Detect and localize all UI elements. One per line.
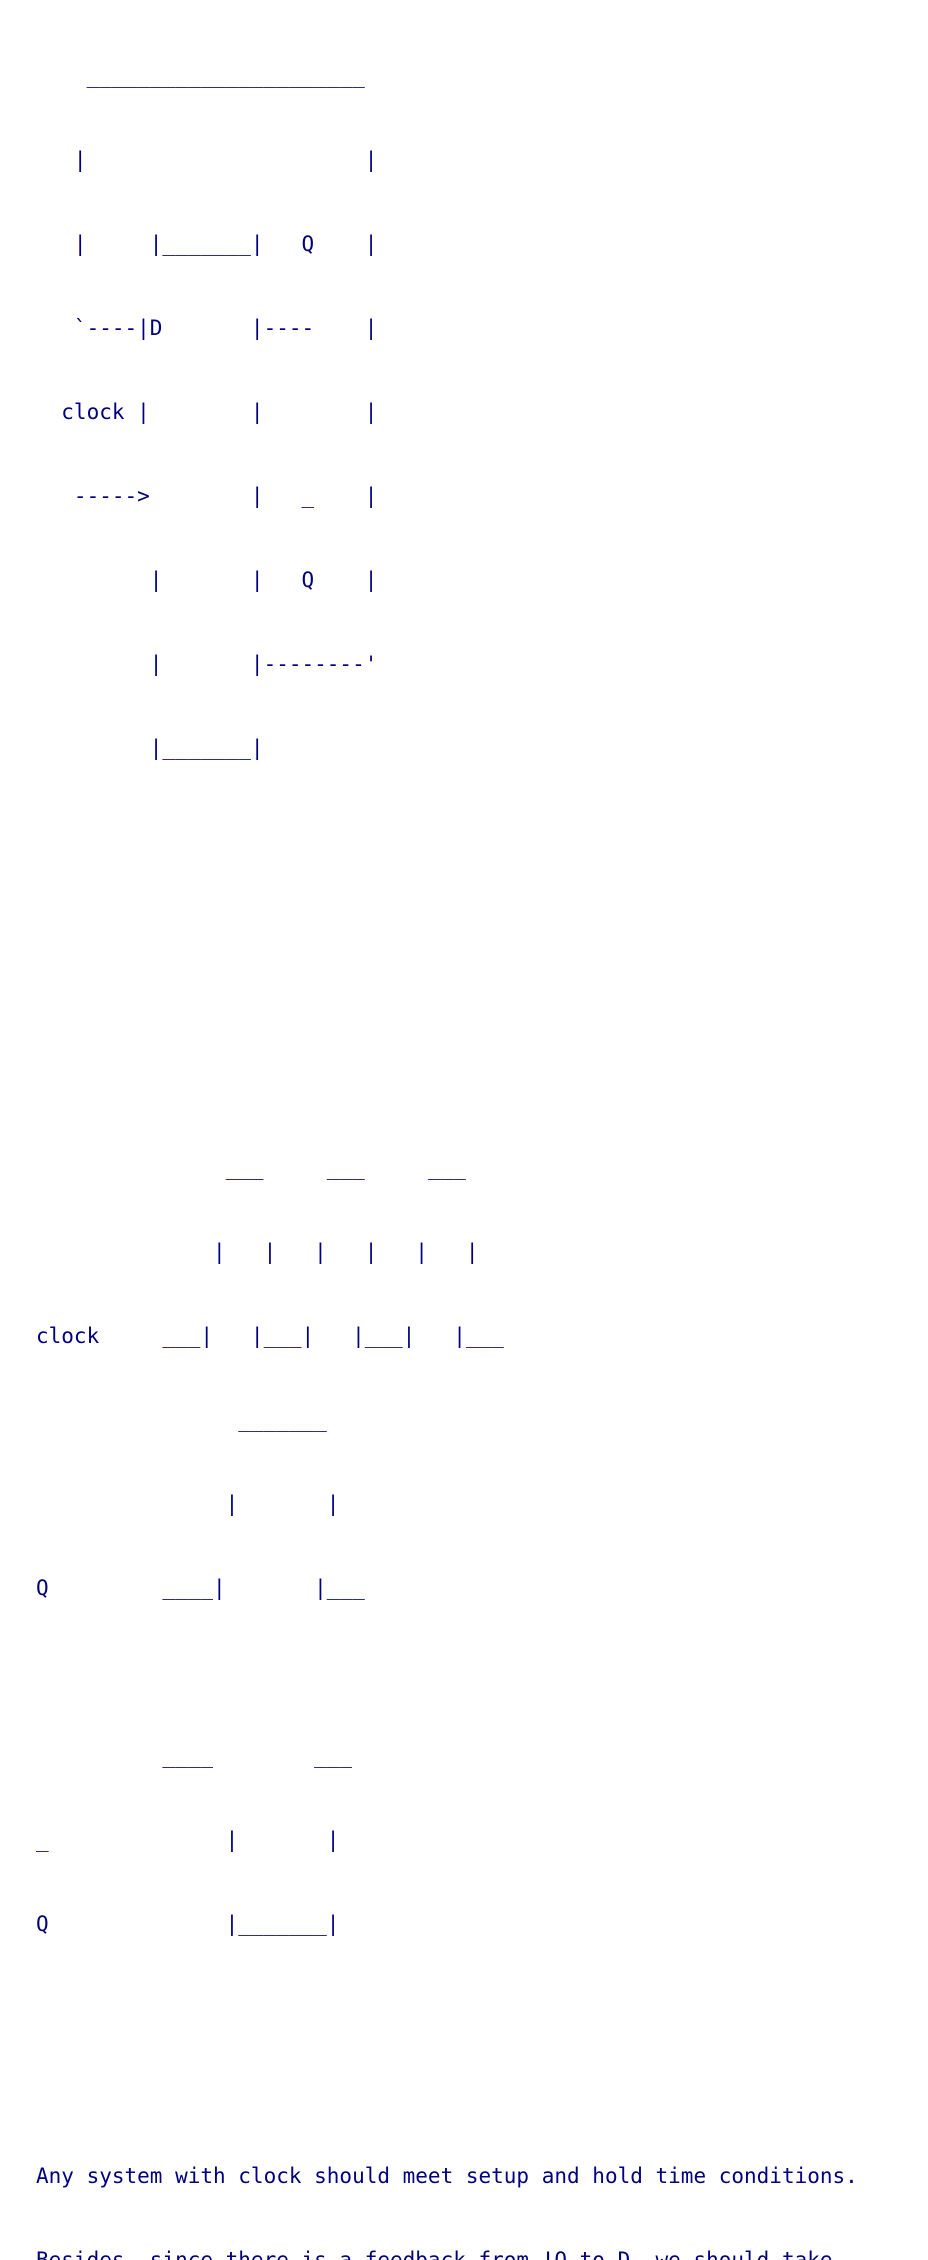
blank-line: [36, 2078, 858, 2106]
diagram-line: | |--------': [36, 652, 378, 676]
diagram-line: `----|D |---- |: [36, 316, 378, 340]
waveform-line: _ | |: [36, 1828, 340, 1852]
diagram-line: | |_______| Q |: [36, 232, 378, 256]
waveform-line: _______: [36, 1408, 327, 1432]
paragraph-line: Besides, since there is a feedback from …: [36, 2248, 833, 2260]
diagram-line: | |: [36, 148, 378, 172]
waveform-line: Q ____| |___: [36, 1576, 365, 1600]
blank-line: [36, 1994, 858, 2022]
waveform-line: | | | | | |: [36, 1240, 479, 1264]
waveform-line: Q |_______|: [36, 1912, 340, 1936]
document-body: ______________________ | | | |_______| Q…: [36, 6, 858, 2260]
diagram-line: |_______|: [36, 736, 264, 760]
waveform-line: ____ ___: [36, 1744, 353, 1768]
diagram-line: | | Q |: [36, 568, 378, 592]
waveform-line: clock ___| |___| |___| |___: [36, 1324, 504, 1348]
blank-line: [36, 902, 858, 930]
diagram-line: -----> | _ |: [36, 484, 378, 508]
waveform-line: ___ ___ ___: [36, 1156, 466, 1180]
blank-line: [36, 986, 858, 1014]
paragraph-line: Any system with clock should meet setup …: [36, 2164, 858, 2188]
blank-line: [36, 818, 858, 846]
blank-line: [36, 1658, 858, 1686]
waveform-line: | |: [36, 1492, 340, 1516]
diagram-line: clock | | |: [36, 400, 378, 424]
blank-line: [36, 1070, 858, 1098]
diagram-line: ______________________: [36, 64, 365, 88]
